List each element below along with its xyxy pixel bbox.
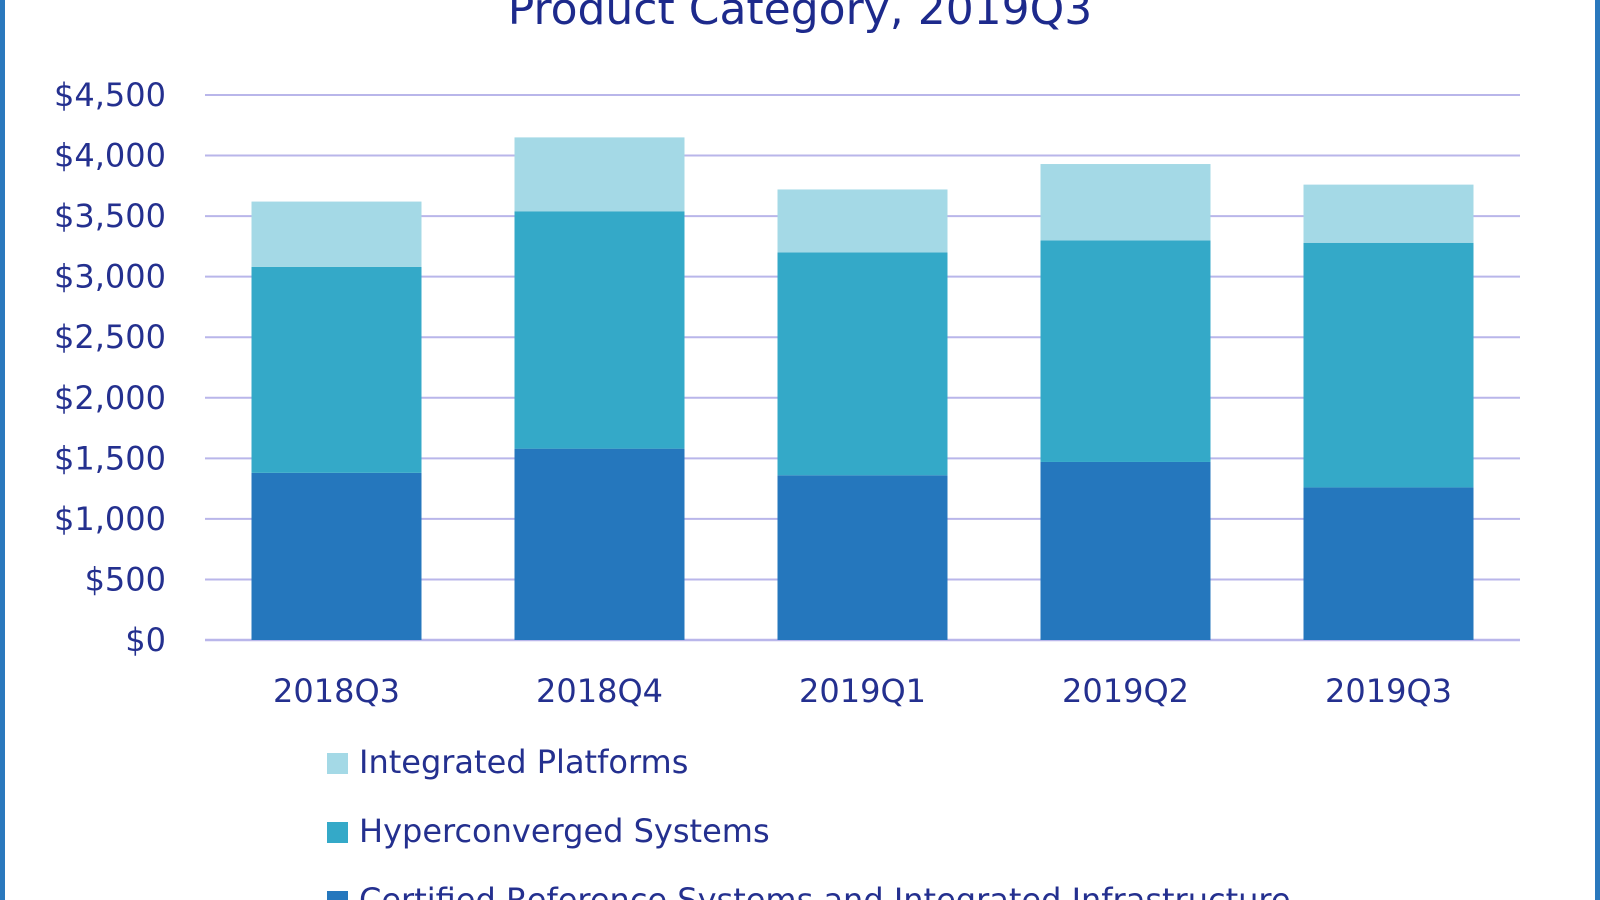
legend-swatch-certified-reference-systems <box>327 891 348 900</box>
y-axis-ticks: $0 $500 $1,000 $1,500 $2,000 $2,500 $3,000 $3,5… <box>54 76 166 659</box>
x-tick-label: 2018Q4 <box>536 672 663 710</box>
bar-segment-2019q2-series-1 <box>1040 240 1211 462</box>
bar-segment-2018q4-series-1 <box>514 211 685 449</box>
x-tick-label: 2019Q2 <box>1062 672 1189 710</box>
bar-segment-2019q1-series-1 <box>777 252 948 476</box>
y-tick-label: $3,000 <box>54 258 166 296</box>
bar-segment-2019q3-series-2 <box>1303 184 1474 243</box>
bar-segment-2018q4-series-2 <box>514 137 685 212</box>
legend-swatch-integrated-platforms <box>327 753 348 774</box>
legend-swatch-hyperconverged-systems <box>327 822 348 843</box>
legend-label: Integrated Platforms <box>359 743 689 781</box>
y-tick-label: $500 <box>85 560 166 598</box>
y-tick-label: $2,000 <box>54 379 166 417</box>
bar-segment-2019q3-series-0 <box>1303 487 1474 640</box>
x-axis-ticks: 2018Q3 2018Q4 2019Q1 2019Q2 2019Q3 <box>273 672 1452 710</box>
x-tick-label: 2019Q3 <box>1325 672 1452 710</box>
bars <box>251 137 1474 640</box>
frame-border-left <box>0 0 5 900</box>
bar-segment-2018q3-series-2 <box>251 201 422 267</box>
y-tick-label: $0 <box>125 621 166 659</box>
x-tick-label: 2019Q1 <box>799 672 926 710</box>
y-tick-label: $4,000 <box>54 137 166 175</box>
bar-segment-2019q2-series-2 <box>1040 164 1211 241</box>
y-tick-label: $4,500 <box>54 76 166 114</box>
bar-segment-2018q3-series-0 <box>251 472 422 640</box>
bar-segment-2019q3-series-1 <box>1303 242 1474 488</box>
legend-label: Certified Reference Systems and Integrat… <box>359 881 1291 900</box>
frame-border-right <box>1595 0 1600 900</box>
bar-segment-2018q4-series-0 <box>514 448 685 640</box>
y-tick-label: $2,500 <box>54 318 166 356</box>
x-tick-label: 2018Q3 <box>273 672 400 710</box>
chart-title: Product Category, 2019Q3 <box>507 0 1093 35</box>
y-tick-label: $1,000 <box>54 500 166 538</box>
y-tick-label: $3,500 <box>54 197 166 235</box>
bar-segment-2019q1-series-0 <box>777 475 948 640</box>
y-tick-label: $1,500 <box>54 439 166 477</box>
bar-segment-2019q2-series-0 <box>1040 461 1211 640</box>
bar-segment-2019q1-series-2 <box>777 189 948 253</box>
legend-label: Hyperconverged Systems <box>359 812 770 850</box>
bar-segment-2018q3-series-1 <box>251 266 422 473</box>
